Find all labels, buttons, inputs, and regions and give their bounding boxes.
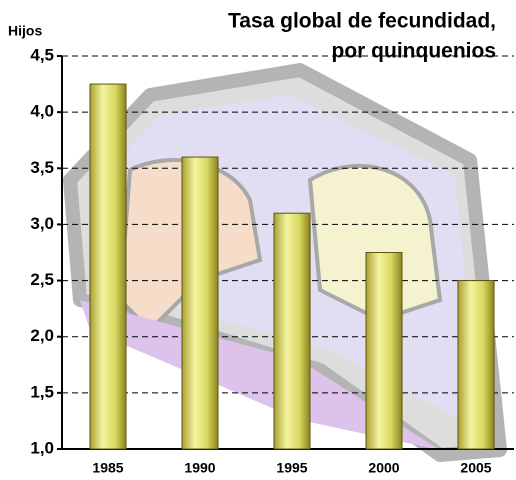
bar bbox=[273, 212, 311, 450]
y-tick-label: 1,5 bbox=[30, 382, 54, 401]
x-tick-label: 1995 bbox=[276, 460, 307, 476]
chart-title: Tasa global de fecundidad, bbox=[228, 10, 496, 33]
y-tick-label: 3,5 bbox=[30, 158, 54, 177]
y-axis-label: Hijos bbox=[8, 23, 42, 39]
x-tick-label: 2000 bbox=[368, 460, 399, 476]
x-tick-label: 1985 bbox=[92, 460, 123, 476]
y-tick-label: 2,0 bbox=[30, 326, 54, 345]
bar bbox=[181, 156, 219, 450]
y-tick-label: 1,0 bbox=[30, 438, 54, 457]
bar bbox=[89, 83, 127, 450]
y-tick-label: 2,5 bbox=[30, 270, 54, 289]
bar bbox=[457, 280, 495, 450]
y-tick-label: 4,5 bbox=[30, 45, 54, 64]
y-tick-label: 3,0 bbox=[30, 214, 54, 233]
x-tick-label: 2005 bbox=[460, 460, 491, 476]
chart-title: por quinquenios bbox=[332, 40, 496, 63]
x-tick-label: 1990 bbox=[184, 460, 215, 476]
bar bbox=[365, 252, 403, 450]
y-tick-label: 4,0 bbox=[30, 102, 54, 121]
